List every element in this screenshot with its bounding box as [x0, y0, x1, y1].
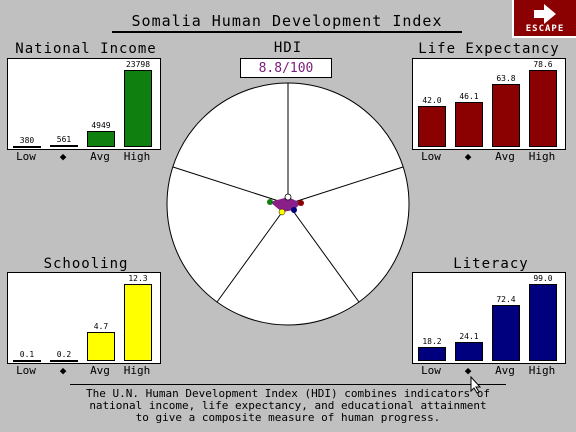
income-bar-value: 561 — [56, 135, 72, 145]
income-tick-label: ◆ — [59, 150, 67, 163]
income-bar — [87, 130, 115, 147]
literacy-bar — [529, 284, 557, 361]
income-bar-value: 23798 — [125, 60, 151, 69]
literacy-chart: 18.2 24.1 72.4 99.0 — [412, 272, 566, 364]
hdi-value: 8.8/100 — [240, 58, 332, 78]
schooling-bar — [50, 359, 78, 362]
radar-point — [298, 200, 304, 206]
radar-axis — [172, 166, 289, 205]
hdi-label: HDI — [273, 40, 303, 56]
title-underline — [112, 31, 462, 33]
life-bar-value: 63.8 — [496, 74, 516, 84]
income-bar — [50, 145, 78, 148]
description-divider — [70, 384, 506, 385]
life-bar — [529, 70, 557, 147]
life-tick-label: Avg — [495, 150, 515, 163]
schooling-tick-label: Low — [16, 364, 36, 377]
literacy-title: Literacy — [453, 256, 529, 272]
schooling-bar-value: 0.2 — [56, 349, 72, 359]
life-bar — [418, 105, 446, 147]
schooling-title: Schooling — [43, 256, 129, 272]
literacy-tick-label: High — [528, 364, 556, 377]
income-bar-value: 380 — [19, 135, 35, 145]
schooling-tick-label: High — [123, 364, 151, 377]
income-bar-value: 4949 — [91, 120, 111, 130]
radar-point — [267, 199, 273, 205]
schooling-bar — [87, 331, 115, 361]
description-line: The U.N. Human Development Index (HDI) c… — [86, 387, 490, 400]
escape-label: ESCAPE — [525, 24, 565, 34]
life-tick-label: Low — [421, 150, 441, 163]
literacy-bar — [492, 304, 520, 361]
schooling-bar — [124, 284, 152, 361]
life-bar-value: 78.6 — [533, 60, 553, 69]
literacy-bar — [418, 346, 446, 361]
income-chart: 380 561 4949 23798 — [7, 58, 161, 150]
income-title: National Income — [15, 41, 157, 57]
description-line: national income, life expectancy, and ed… — [89, 399, 487, 412]
page-title: Somalia Human Development Index — [131, 12, 443, 30]
radar-point — [291, 207, 297, 213]
income-tick-label: High — [123, 150, 151, 163]
literacy-bar — [455, 342, 483, 361]
life-bar-value: 42.0 — [422, 95, 442, 105]
schooling-bar-value: 12.3 — [128, 274, 148, 283]
literacy-bar-value: 18.2 — [422, 336, 442, 346]
income-tick-label: Avg — [90, 150, 110, 163]
description-line: to give a composite measure of human pro… — [135, 411, 441, 424]
income-bar — [13, 145, 41, 148]
escape-button[interactable]: ESCAPE — [512, 0, 576, 38]
schooling-bar — [13, 360, 41, 362]
life-chart: 42.0 46.1 63.8 78.6 — [412, 58, 566, 150]
arrow-right-icon — [534, 4, 556, 24]
schooling-tick-label: Avg — [90, 364, 110, 377]
radar-axis — [216, 203, 289, 303]
schooling-bar-value: 4.7 — [93, 321, 109, 331]
radar-point — [278, 208, 286, 216]
literacy-tick-label: ◆ — [464, 364, 472, 377]
life-title: Life Expectancy — [418, 41, 560, 57]
description: The U.N. Human Development Index (HDI) c… — [40, 388, 536, 424]
radar-axis — [287, 203, 360, 303]
income-tick-label: Low — [16, 150, 36, 163]
schooling-tick-label: ◆ — [59, 364, 67, 377]
life-bar — [492, 84, 520, 147]
life-tick-label: High — [528, 150, 556, 163]
literacy-bar-value: 24.1 — [459, 332, 479, 342]
life-bar — [455, 101, 483, 147]
life-bar-value: 46.1 — [459, 91, 479, 101]
income-bar — [124, 70, 152, 147]
schooling-chart: 0.1 0.2 4.7 12.3 — [7, 272, 161, 364]
literacy-tick-label: Low — [421, 364, 441, 377]
literacy-bar-value: 72.4 — [496, 294, 516, 304]
schooling-bar-value: 0.1 — [19, 350, 35, 359]
mouse-cursor-icon — [470, 376, 482, 394]
literacy-bar-value: 99.0 — [533, 274, 553, 283]
radar-point — [284, 193, 292, 201]
life-tick-label: ◆ — [464, 150, 472, 163]
radar-axis — [287, 166, 404, 205]
literacy-tick-label: Avg — [495, 364, 515, 377]
hdi-radar — [166, 82, 410, 326]
